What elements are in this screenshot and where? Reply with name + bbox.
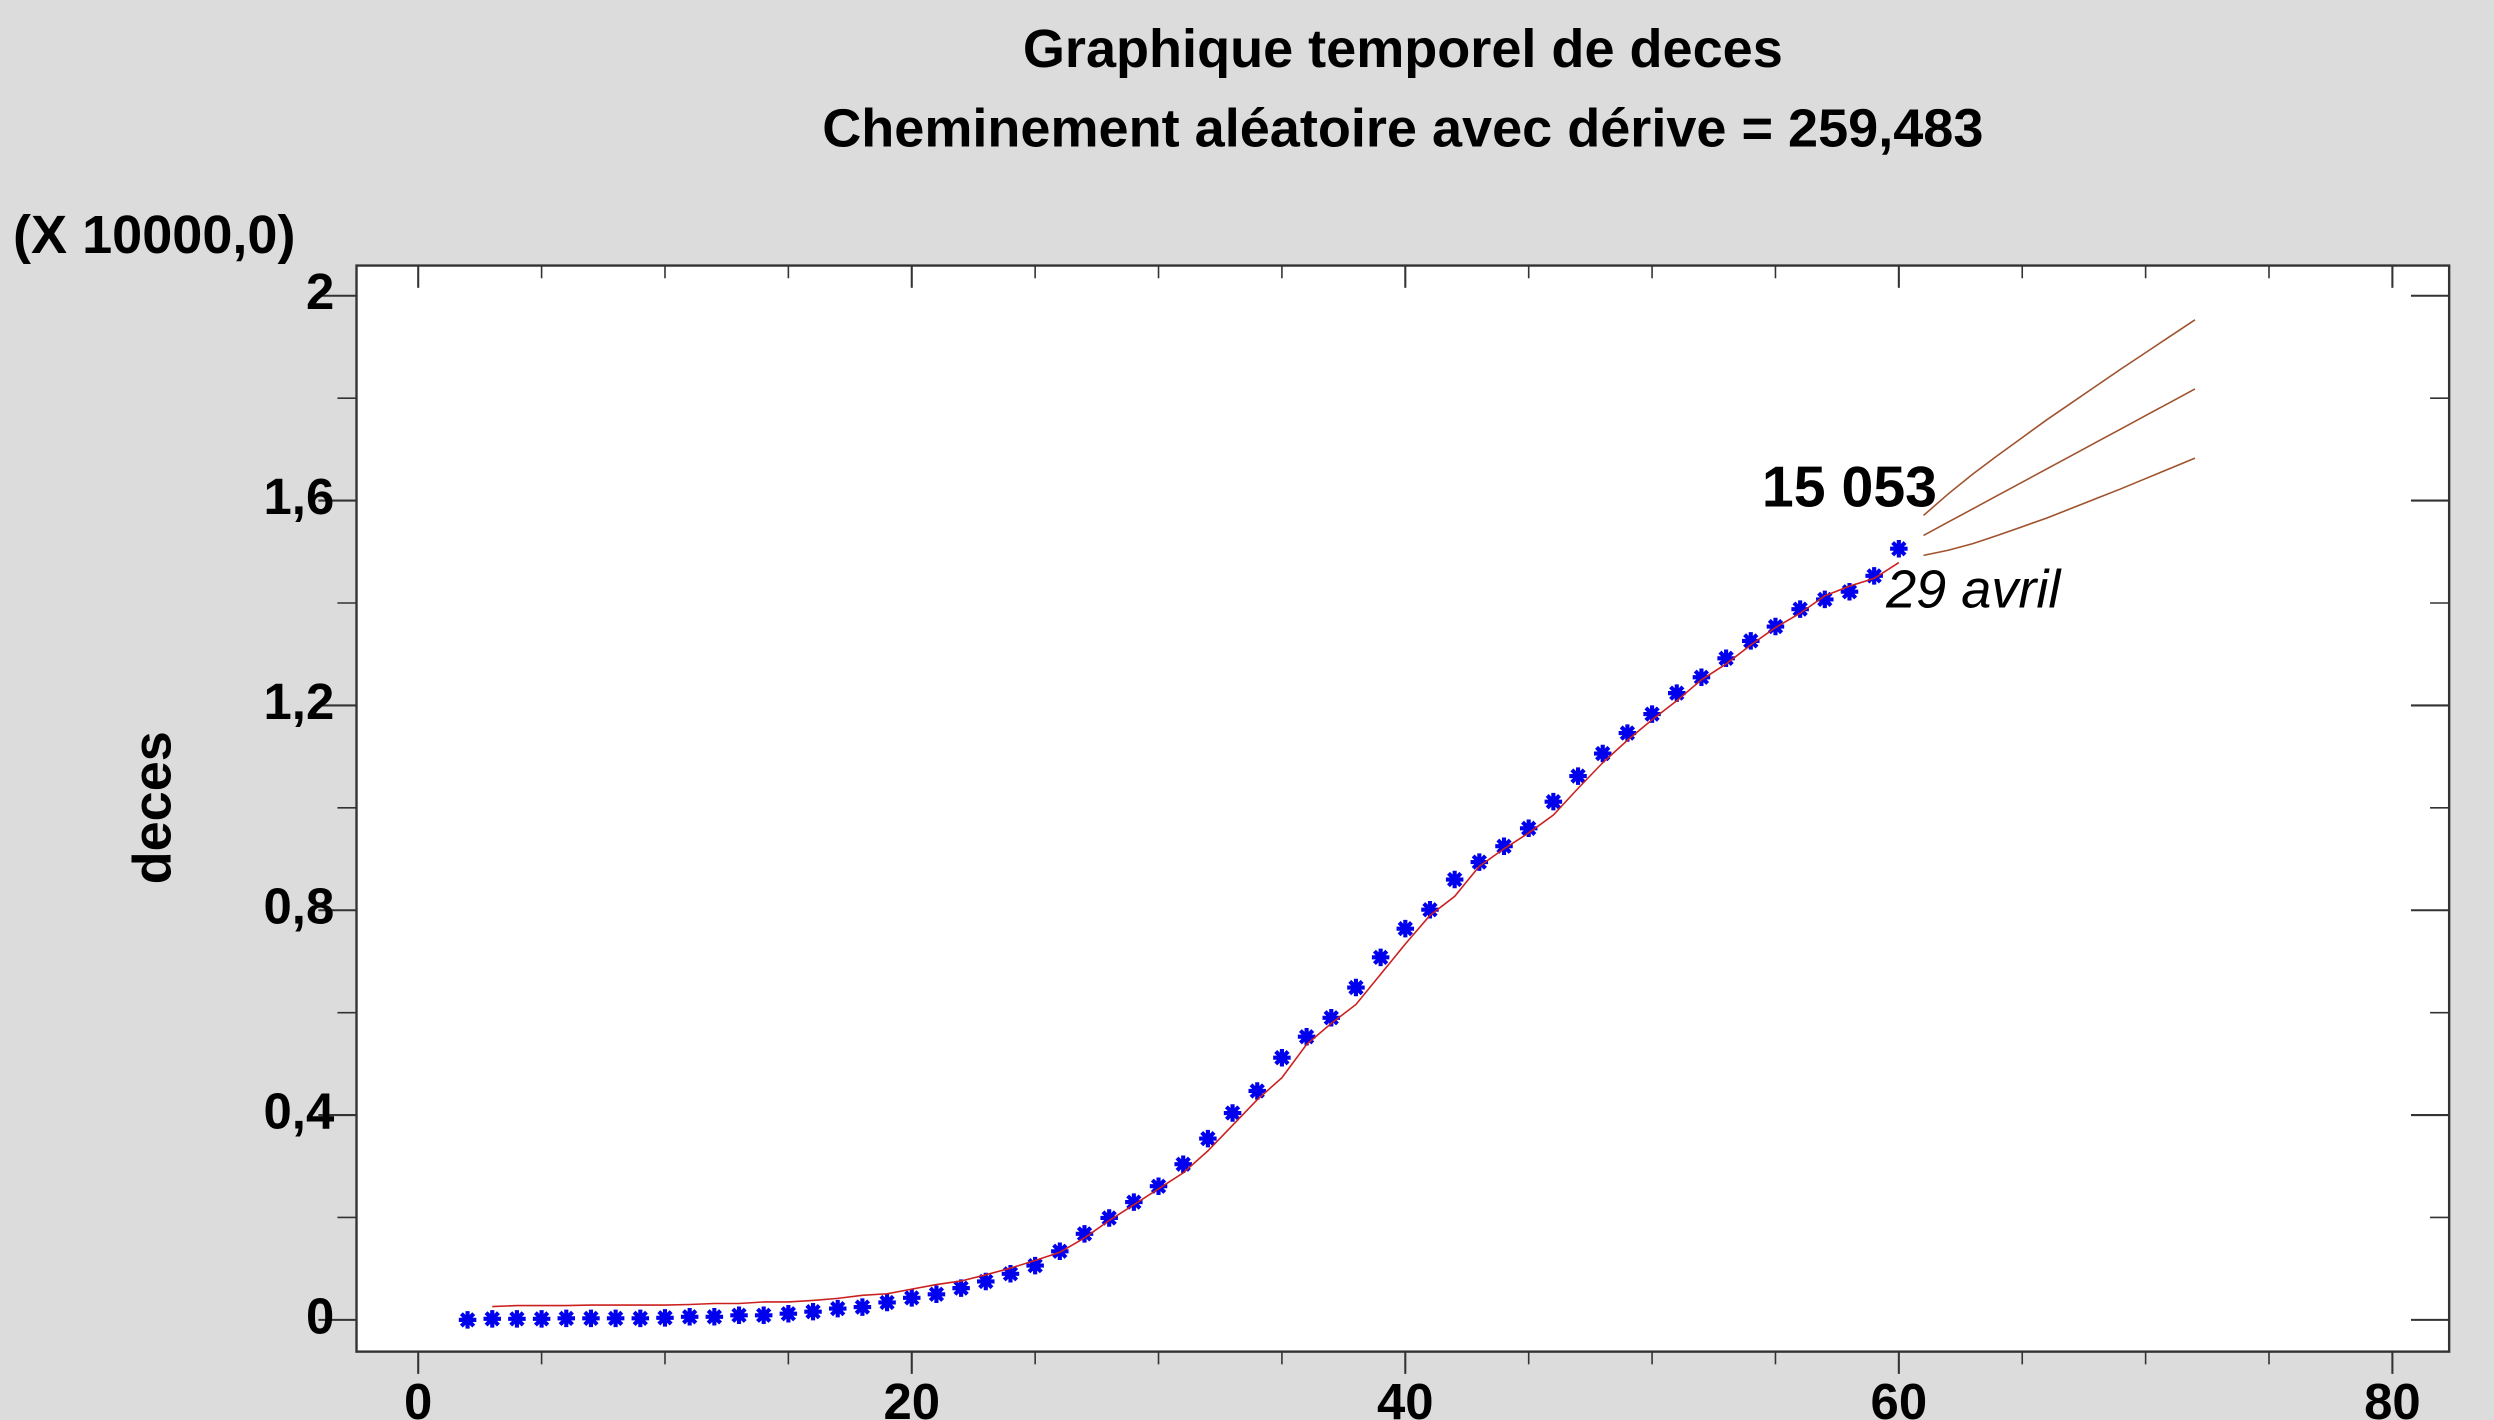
chart-subtitle: Cheminement aléatoire avec dérive = 259,… <box>822 98 1983 158</box>
data-point <box>1840 582 1859 601</box>
data-point <box>730 1306 748 1325</box>
data-point <box>1223 1104 1242 1122</box>
series-line <box>492 561 1900 1308</box>
data-point <box>1051 1242 1069 1261</box>
chart-title: Graphique temporel de deces <box>1023 19 1783 79</box>
x-tick-label: 20 <box>883 1373 940 1420</box>
data-point <box>1865 567 1883 585</box>
data-point <box>1248 1082 1266 1100</box>
data-point <box>1125 1193 1143 1211</box>
y-tick-label: 2 <box>306 263 334 320</box>
data-point <box>1026 1256 1044 1275</box>
annotation: 29 avril <box>1885 560 2062 620</box>
data-point <box>754 1306 773 1325</box>
data-point <box>631 1309 650 1328</box>
data-point <box>532 1310 551 1328</box>
y-tick-label: 0 <box>306 1287 334 1344</box>
data-point <box>1174 1155 1192 1173</box>
data-point <box>927 1285 946 1304</box>
data-point <box>977 1272 995 1291</box>
data-point <box>1371 948 1390 967</box>
data-point <box>779 1304 798 1323</box>
data-point <box>853 1298 872 1316</box>
y-axis-label: deces <box>122 731 182 884</box>
y-tick-label: 0,8 <box>264 878 335 935</box>
x-tick-label: 80 <box>2364 1373 2421 1420</box>
data-point <box>1421 900 1439 919</box>
data-point <box>1100 1209 1118 1227</box>
data-point <box>1075 1225 1094 1243</box>
data-point <box>483 1310 501 1328</box>
data-point <box>1618 724 1637 742</box>
data-point <box>705 1308 724 1326</box>
plot-area <box>355 264 2451 1353</box>
data-point <box>878 1293 896 1312</box>
data-point <box>557 1309 576 1328</box>
data-point <box>1593 744 1612 763</box>
y-tick-label: 1,2 <box>264 673 335 730</box>
x-tick-label: 60 <box>1871 1373 1928 1420</box>
data-point <box>1396 919 1415 938</box>
data-point <box>1742 632 1760 650</box>
data-point <box>582 1309 600 1328</box>
series-line <box>1923 457 2196 557</box>
data-point <box>1692 668 1711 686</box>
annotation: 15 053 <box>1762 456 1937 520</box>
data-point <box>606 1309 625 1328</box>
data-point <box>1001 1265 1020 1283</box>
data-point <box>680 1308 699 1326</box>
data-point <box>1495 837 1513 855</box>
data-point <box>1544 792 1563 811</box>
data-point <box>1273 1048 1291 1067</box>
data-point <box>1322 1009 1341 1027</box>
data-point <box>656 1309 674 1327</box>
data-point <box>1643 705 1661 723</box>
data-point <box>1470 853 1489 871</box>
x-tick-label: 0 <box>404 1373 432 1420</box>
data-point <box>1347 978 1365 997</box>
data-point <box>1766 617 1785 636</box>
data-point <box>903 1289 921 1307</box>
data-point <box>1149 1177 1168 1195</box>
y-tick-label: 1,6 <box>264 468 335 525</box>
data-point <box>1668 684 1686 702</box>
data-point <box>1199 1129 1217 1148</box>
data-point <box>508 1310 526 1328</box>
data-point <box>1569 767 1587 785</box>
data-point <box>1816 590 1834 609</box>
series-line <box>1923 388 2196 537</box>
data-point <box>1717 649 1735 668</box>
data-point <box>1519 819 1538 838</box>
x-tick-label: 40 <box>1377 1373 1434 1420</box>
data-point <box>1791 600 1809 618</box>
data-point <box>804 1302 822 1321</box>
y-scale-label: (X 10000,0) <box>13 205 295 265</box>
series-line <box>1923 319 2196 517</box>
data-point <box>828 1299 847 1318</box>
data-point <box>1890 539 1908 558</box>
data-point <box>1445 870 1464 889</box>
data-point <box>1297 1027 1316 1046</box>
data-point <box>952 1279 970 1297</box>
data-point <box>458 1311 477 1329</box>
y-tick-label: 0,4 <box>264 1082 335 1139</box>
